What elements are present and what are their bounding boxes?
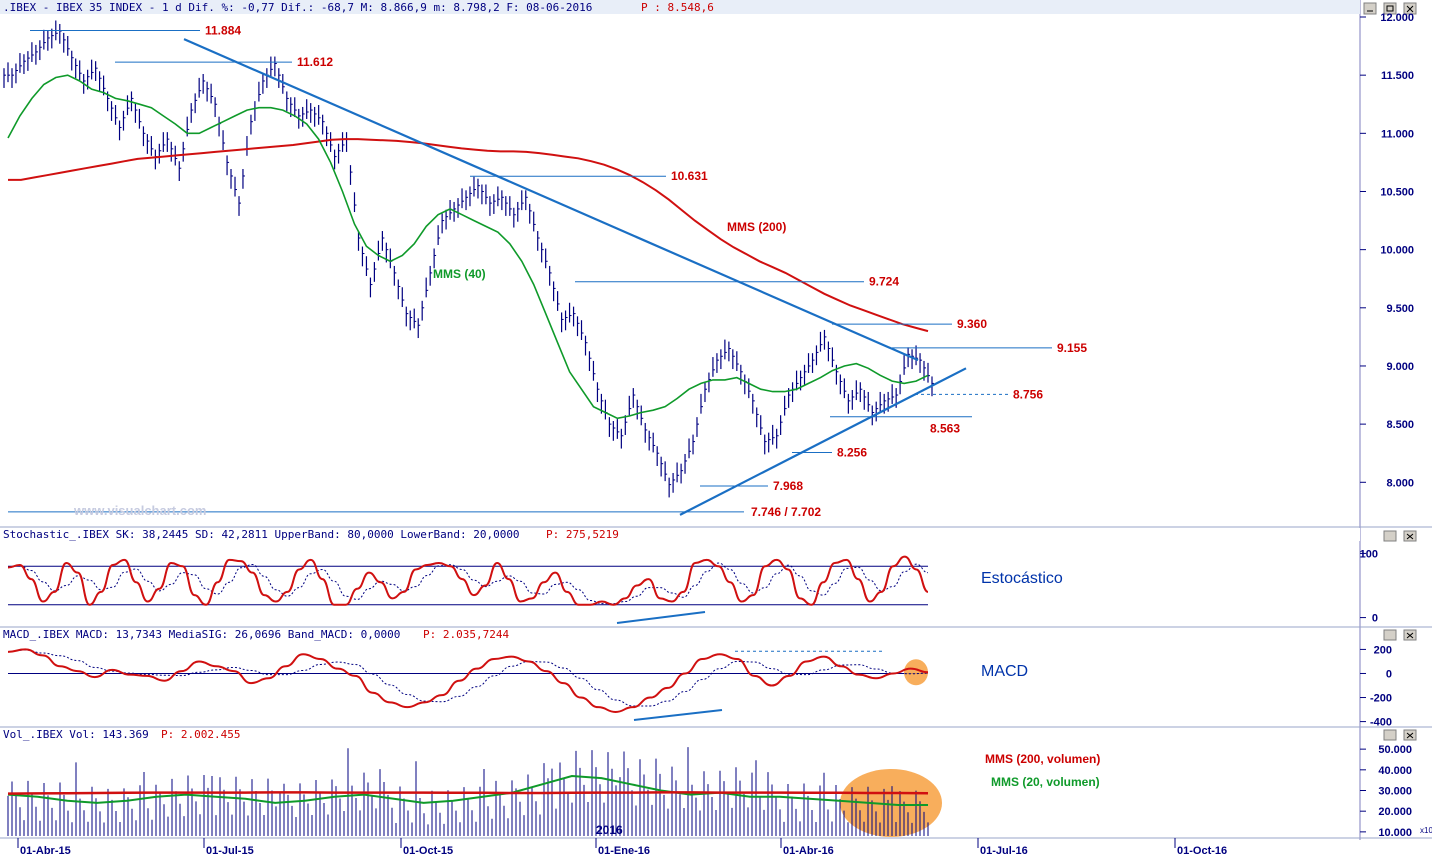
price-level-label: 7.968 [773, 479, 803, 493]
price-level-label: 9.724 [869, 275, 899, 289]
stochastic-divergence-line [616, 611, 706, 624]
price-plot: 11.884 11.612 10.631 9.724 9.360 9.155 8.756 8.… [3, 20, 1087, 519]
time-axis-label: 01-Ene-16 [598, 845, 650, 857]
uptrend-line [679, 367, 967, 516]
volume-mms20-line [7, 774, 928, 806]
macd-label: MACD [981, 663, 1028, 680]
time-axis-label: 01-Jul-15 [206, 845, 254, 857]
volume-legend-20: MMS (20, volumen) [991, 775, 1100, 789]
volume-plot [7, 747, 942, 837]
volume-mms200-line [7, 791, 929, 795]
time-axis-label: 01-Oct-15 [403, 845, 453, 857]
price-axis-label: 10.500 [1380, 186, 1414, 198]
macd-line [7, 648, 929, 713]
macd-axis-label: -400 [1370, 717, 1392, 729]
price-level-label: 8.756 [1013, 387, 1043, 401]
volume-header-text: Vol_.IBEX Vol: 143.369 [3, 728, 149, 741]
price-axis-label: 8.500 [1386, 419, 1414, 431]
time-axis-label: 01-Abr-15 [20, 845, 71, 857]
volume-legend-200: MMS (200, volumen) [985, 752, 1100, 766]
macd-header-text: MACD_.IBEX MACD: 13,7343 MediaSIG: 26,06… [3, 628, 400, 641]
macd-axis-label: 200 [1374, 644, 1392, 656]
time-axis-label: 01-Jul-16 [980, 845, 1028, 857]
volume-header: Vol_.IBEX Vol: 143.369 P: 2.002.455 [3, 728, 240, 741]
stochastic-header-p: P: 275,5219 [546, 528, 619, 541]
macd-highlight-circle [904, 659, 928, 686]
price-level-label: 8.563 [930, 421, 960, 435]
maximize-icon[interactable] [1383, 629, 1397, 641]
stochastic-header: Stochastic_.IBEX SK: 38,2445 SD: 42,2811… [0, 528, 1360, 541]
mms40-line [7, 74, 929, 420]
macd-header: MACD_.IBEX MACD: 13,7343 MediaSIG: 26,06… [3, 628, 509, 641]
price-level-label: 9.155 [1057, 341, 1087, 355]
price-level-label: 11.612 [297, 55, 333, 69]
price-header-p: P : 8.548,6 [641, 1, 714, 14]
macd-axis-label: 0 [1386, 668, 1392, 680]
stochastic-plot [7, 555, 929, 624]
macd-axis-label: -200 [1370, 693, 1392, 705]
mms200-line [8, 138, 929, 333]
minimize-icon[interactable] [1363, 2, 1377, 15]
downtrend-line [183, 38, 919, 362]
macd-divergence-line [633, 709, 723, 721]
time-axis-label: 01-Oct-16 [1177, 845, 1227, 857]
stochastic-axis-label: 0 [1372, 613, 1378, 625]
price-axis-label: 9.000 [1386, 361, 1414, 373]
volume-axis-label: 10.000 [1378, 827, 1412, 839]
volume-header-p: P: 2.002.455 [161, 728, 240, 741]
price-header-text: .IBEX - IBEX 35 INDEX - 1 d Dif. %: -0,7… [3, 1, 592, 14]
price-level-label: 7.746 / 7.702 [751, 505, 821, 519]
maximize-icon[interactable] [1383, 530, 1397, 542]
macd-plot [7, 648, 929, 721]
volume-axis-label: 30.000 [1378, 786, 1412, 798]
volume-scale-tag: x10 [1420, 826, 1432, 835]
price-level-label: 10.631 [671, 169, 708, 183]
price-axis-label: 11.500 [1381, 70, 1414, 82]
maximize-icon[interactable] [1383, 729, 1397, 741]
price-window-buttons[interactable] [1363, 2, 1417, 15]
stochastic-label: Estocástico [981, 570, 1063, 587]
mms200-label: MMS (200) [727, 220, 786, 234]
price-axis-label: 8.000 [1386, 477, 1414, 489]
volume-axis-label: 50.000 [1378, 744, 1412, 756]
stochastic-d-line [7, 562, 929, 605]
price-header: .IBEX - IBEX 35 INDEX - 1 d Dif. %: -0,7… [0, 0, 1360, 14]
price-axis-label: 11.000 [1381, 128, 1414, 140]
macd-window-buttons[interactable] [1383, 629, 1417, 641]
watermark: www.visualchart.com [73, 503, 206, 518]
axes: 12.000 11.500 11.000 10.500 10.000 9.500 9.000… [17, 12, 1414, 857]
stochastic-window-buttons[interactable] [1383, 530, 1417, 542]
price-level-label: 8.256 [837, 446, 867, 460]
price-axis-label: 12.000 [1380, 12, 1414, 24]
volume-axis-label: 40.000 [1378, 765, 1412, 777]
price-level-label: 9.360 [957, 317, 987, 331]
volume-window-buttons[interactable] [1383, 729, 1417, 741]
price-axis-label: 10.000 [1380, 245, 1414, 257]
mms40-label: MMS (40) [433, 267, 486, 281]
macd-header-p: P: 2.035,7244 [423, 628, 509, 641]
stochastic-k-line [7, 555, 929, 606]
maximize-icon[interactable] [1383, 2, 1397, 15]
price-axis-label: 9.500 [1386, 303, 1414, 315]
time-axis-label: 01-Abr-16 [783, 845, 834, 857]
stochastic-axis-label: 100 [1360, 548, 1378, 560]
stochastic-header-text: Stochastic_.IBEX SK: 38,2445 SD: 42,2811… [3, 528, 520, 541]
price-level-label: 11.884 [205, 23, 241, 37]
year-marker: 2016 [596, 823, 623, 837]
volume-highlight-circle [840, 769, 942, 837]
volume-axis-label: 20.000 [1378, 806, 1412, 818]
